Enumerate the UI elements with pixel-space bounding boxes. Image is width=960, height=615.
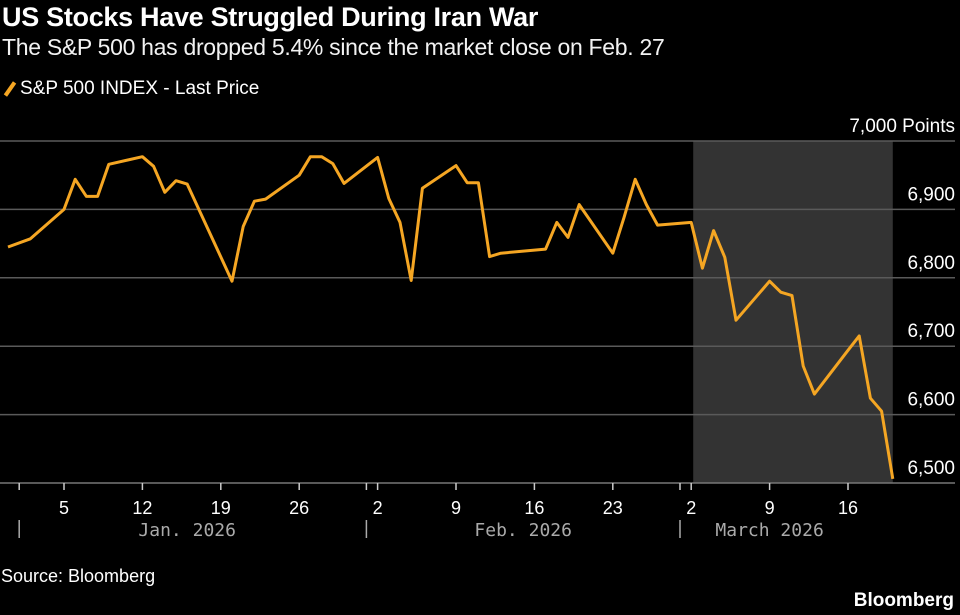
chart-title: US Stocks Have Struggled During Iran War xyxy=(2,2,539,32)
source-note: Source: Bloomberg xyxy=(1,566,156,586)
y-tick-label: 6,900 xyxy=(907,184,955,205)
shaded-period xyxy=(693,141,893,483)
y-tick-label: 6,800 xyxy=(907,253,955,274)
month-label: March 2026 xyxy=(715,520,823,541)
x-tick-label: 9 xyxy=(451,498,461,518)
y-tick-label: 6,500 xyxy=(907,458,955,479)
month-label: Feb. 2026 xyxy=(474,520,572,541)
legend-label: S&P 500 INDEX - Last Price xyxy=(20,78,260,99)
x-tick-label: 23 xyxy=(603,498,623,518)
x-tick-label: 16 xyxy=(838,498,858,518)
month-label: Jan. 2026 xyxy=(138,520,236,541)
y-tick-label: 6,700 xyxy=(907,321,955,342)
x-tick-label: 12 xyxy=(132,498,152,518)
x-tick-label: 19 xyxy=(211,498,231,518)
x-tick-label: 9 xyxy=(765,498,775,518)
bloomberg-logo: Bloomberg xyxy=(853,590,954,611)
y-tick-label: 6,600 xyxy=(907,390,955,411)
x-tick-label: 16 xyxy=(524,498,544,518)
x-tick-label: 5 xyxy=(59,498,69,518)
chart-subtitle: The S&P 500 has dropped 5.4% since the m… xyxy=(2,34,665,60)
y-tick-label: 7,000 Points xyxy=(849,116,955,137)
x-tick-label: 2 xyxy=(373,498,383,518)
x-tick-label: 2 xyxy=(686,498,696,518)
legend: S&P 500 INDEX - Last Price xyxy=(3,78,260,100)
x-tick-label: 26 xyxy=(289,498,309,518)
